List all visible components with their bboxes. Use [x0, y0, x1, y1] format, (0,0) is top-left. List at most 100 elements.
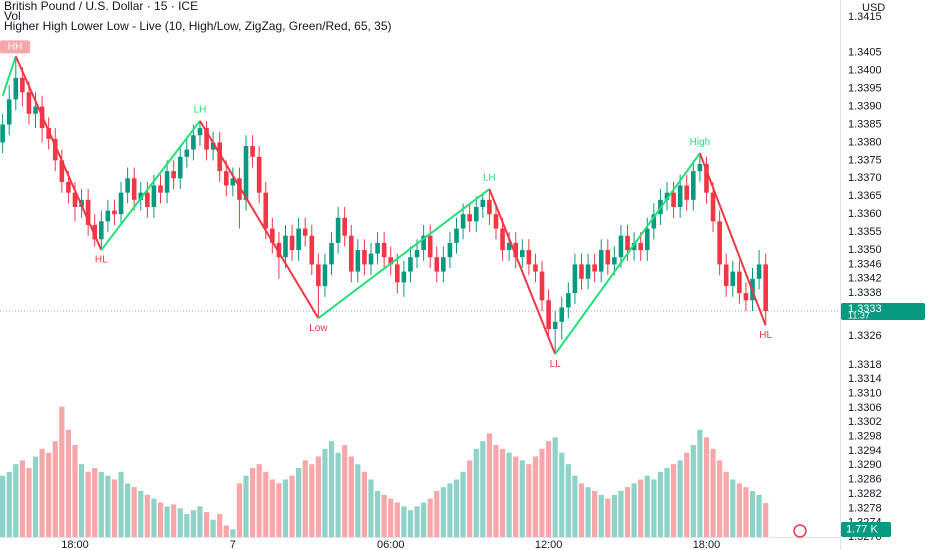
candle-body [546, 300, 551, 329]
alert-icon[interactable] [793, 524, 807, 538]
candle-body [112, 210, 117, 215]
volume-bar [447, 483, 453, 537]
y-tick-label: 1.3415 [848, 11, 882, 23]
candle-body [480, 199, 486, 208]
volume-bar [243, 475, 249, 537]
candle-body [368, 253, 374, 265]
volume-bar [374, 491, 381, 537]
y-tick-label: 1.3286 [848, 474, 882, 486]
volume-bar [631, 483, 637, 537]
volume-bar [460, 471, 466, 537]
candle-body [125, 178, 130, 193]
candle-body [401, 271, 407, 283]
candle-body [710, 192, 716, 222]
candle-body [704, 163, 709, 193]
candle-body [427, 235, 433, 258]
candle-body [33, 106, 38, 114]
candle-body [13, 77, 19, 100]
y-tick-label: 1.3365 [848, 190, 882, 202]
volume-bar [157, 502, 164, 537]
candle-body [270, 228, 275, 243]
volume-bar [171, 504, 177, 537]
volume-bar [703, 437, 710, 537]
volume-bar [315, 456, 321, 537]
candle-body [217, 142, 223, 172]
candle-body [138, 192, 144, 200]
volume-bar [98, 471, 104, 537]
volume-bar [499, 448, 506, 537]
volume-bar [644, 475, 650, 537]
candle-body [283, 235, 288, 258]
y-tick-label: 1.3318 [848, 359, 882, 371]
volume-bar [348, 456, 354, 537]
y-tick-label: 1.3405 [848, 47, 882, 59]
y-tick-label: 1.3355 [848, 226, 882, 238]
volume-bar [710, 448, 716, 537]
candle-body [723, 264, 729, 286]
volume-bar [328, 441, 335, 537]
volume-bar [388, 498, 394, 537]
volume-bar [414, 506, 420, 537]
volume-bar [427, 498, 433, 537]
zigzag-segment [317, 188, 490, 320]
candle-body [473, 207, 479, 222]
volume-bar [513, 456, 519, 537]
volume-bar [65, 429, 72, 537]
candle-body [59, 160, 65, 182]
volume-bar [276, 483, 282, 537]
candle-body [375, 242, 380, 254]
candle-body [250, 146, 255, 157]
y-tick-label: 1.3370 [848, 172, 882, 184]
volume-bar [19, 460, 25, 537]
x-tick-label: 12:00 [535, 539, 563, 550]
y-tick-label: 1.3302 [848, 416, 882, 428]
last-price-label: 1.3333 [848, 303, 882, 315]
candle-body [26, 92, 32, 114]
volume-bar [624, 487, 631, 537]
candle-body [434, 257, 440, 272]
countdown-label: 11:37 [848, 310, 870, 320]
marks: HH HL LH Low LH LL High HL [0, 40, 772, 537]
volume-bar [690, 445, 696, 537]
volume-bar [309, 464, 315, 537]
candle-body [322, 264, 328, 286]
candle-body [671, 192, 676, 208]
y-tick-label: 1.3314 [848, 373, 882, 385]
volume-bar [144, 494, 150, 537]
volume-bar [605, 498, 611, 537]
candle-body [210, 142, 216, 150]
candle-body [539, 271, 545, 301]
candle-body [644, 228, 650, 251]
candle-body [408, 257, 413, 272]
volume-bar [190, 510, 196, 537]
candle-body [651, 214, 657, 229]
volume-bar [52, 441, 58, 537]
volume-bar [355, 464, 361, 537]
volume-bar [177, 508, 183, 537]
volume-bar [723, 471, 729, 537]
candle-body [493, 214, 499, 229]
candle-body [631, 242, 637, 251]
pivot-label: LL [550, 359, 562, 370]
volume-bar [203, 512, 210, 537]
candle-body [500, 228, 505, 251]
candle-body [105, 210, 111, 222]
candle-body [756, 264, 762, 279]
candle-body [506, 242, 512, 251]
candle-body [263, 192, 269, 229]
candle-body [131, 178, 137, 200]
candle-body [92, 224, 98, 240]
volume-bar [39, 448, 45, 537]
volume-bar [59, 406, 65, 537]
chart-title: British Pound / U.S. Dollar · 15 · ICE [4, 0, 198, 13]
candle-body [197, 128, 203, 136]
zigzag-segment [100, 120, 201, 251]
zigzag-segment [698, 152, 767, 326]
y-tick-label: 1.3385 [848, 118, 882, 130]
candle-body [737, 271, 742, 294]
volume-bar [697, 429, 703, 537]
candle-body [612, 257, 617, 265]
last-volume-label: 1.77 K [846, 523, 878, 535]
volume-bar [473, 448, 479, 537]
volume-bar [480, 441, 486, 537]
